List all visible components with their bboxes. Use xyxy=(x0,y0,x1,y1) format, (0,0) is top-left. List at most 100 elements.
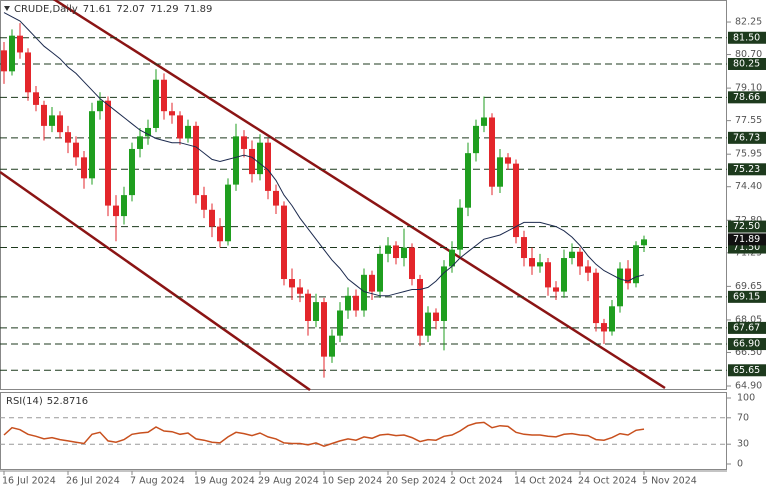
candle-body xyxy=(329,335,335,357)
header-low: 71.29 xyxy=(150,4,179,15)
candle-body xyxy=(281,205,287,280)
menu-arrow xyxy=(4,6,10,11)
candle-body xyxy=(265,142,271,191)
y-tick-label: 64.90 xyxy=(735,381,762,392)
candle-body xyxy=(257,142,263,175)
header-open: 71.61 xyxy=(83,4,112,15)
level-label: 80.25 xyxy=(733,58,760,69)
channel-lower xyxy=(0,170,311,392)
price-label: 71.89 xyxy=(733,234,760,245)
level-label-box xyxy=(728,131,766,144)
level-label: 75.23 xyxy=(733,164,760,175)
candle-body xyxy=(513,163,519,238)
rsi-line xyxy=(3,421,645,448)
candle-body xyxy=(105,100,111,206)
candle-body xyxy=(569,251,575,259)
candle-body xyxy=(497,157,503,187)
price-label-box xyxy=(728,233,766,246)
candle-body xyxy=(217,226,223,242)
rsi-name: RSI(14) xyxy=(6,396,43,407)
candle-body xyxy=(209,209,215,227)
candle-body xyxy=(289,279,295,288)
level-label-box xyxy=(728,57,766,70)
header-high: 72.07 xyxy=(116,4,145,15)
candle-body xyxy=(361,274,367,311)
candle-body xyxy=(129,148,135,196)
rsi-panel-frame xyxy=(0,392,727,470)
candle-body xyxy=(377,253,383,292)
candle-body xyxy=(473,125,479,154)
candle-body xyxy=(545,262,551,288)
y-tick-label: 77.55 xyxy=(735,115,762,126)
y-tick-label: 68.05 xyxy=(735,314,762,325)
x-tick-label: 14 Oct 2024 xyxy=(514,476,573,487)
level-label: 78.66 xyxy=(733,92,760,103)
x-tick-label: 29 Aug 2024 xyxy=(258,476,319,487)
level-label-box xyxy=(728,91,766,104)
candle-body xyxy=(393,245,399,259)
candle-body xyxy=(81,157,87,179)
y-tick-label: 72.80 xyxy=(735,215,762,226)
level-label: 66.90 xyxy=(733,339,760,350)
level-label: 67.67 xyxy=(733,322,760,333)
level-label-box xyxy=(728,364,766,377)
y-tick-label: 66.50 xyxy=(735,347,762,358)
y-tick-label: 75.95 xyxy=(735,149,762,160)
candle-body xyxy=(641,239,647,246)
level-label: 76.73 xyxy=(733,132,760,143)
channel-upper xyxy=(52,0,666,390)
candle-body xyxy=(65,132,71,143)
candle-body xyxy=(305,293,311,321)
candle-body xyxy=(609,306,615,332)
candle-body xyxy=(161,79,167,112)
level-label: 72.50 xyxy=(733,221,760,232)
price-panel-frame xyxy=(0,0,727,390)
candle-body xyxy=(9,35,15,72)
candle-body xyxy=(345,295,351,311)
rsi-current-value: 52.8716 xyxy=(47,396,88,407)
candle-body xyxy=(337,310,343,336)
candle-body xyxy=(137,136,143,149)
candle-body xyxy=(625,268,631,284)
level-label-box xyxy=(728,321,766,334)
x-tick-label: 2 Oct 2024 xyxy=(450,476,503,487)
candle-body xyxy=(121,195,127,217)
candle-body xyxy=(417,279,423,336)
candle-body xyxy=(273,190,279,206)
candle-body xyxy=(553,287,559,292)
x-tick-label: 7 Aug 2024 xyxy=(130,476,185,487)
candle-body xyxy=(41,104,47,126)
candle-body xyxy=(233,136,239,185)
candle-body xyxy=(33,92,39,105)
rsi-tick-label: 0 xyxy=(737,458,743,469)
candle-body xyxy=(385,245,391,254)
candle-body xyxy=(185,125,191,139)
level-label: 65.65 xyxy=(733,365,760,376)
header-close: 71.89 xyxy=(184,4,213,15)
x-tick-label: 26 Jul 2024 xyxy=(66,476,120,487)
candle-body xyxy=(25,52,31,93)
candle-body xyxy=(577,251,583,267)
candle-body xyxy=(481,117,487,126)
candle-body xyxy=(633,245,639,284)
y-tick-label: 74.40 xyxy=(735,181,762,192)
candle-body xyxy=(193,125,199,196)
x-tick-label: 19 Aug 2024 xyxy=(194,476,255,487)
x-tick-label: 24 Oct 2024 xyxy=(578,476,637,487)
x-tick-label: 16 Jul 2024 xyxy=(2,476,56,487)
moving-average xyxy=(3,12,645,297)
level-label: 69.15 xyxy=(733,291,760,302)
candle-body xyxy=(17,35,23,53)
y-tick-label: 82.25 xyxy=(735,17,762,28)
y-tick-label: 80.70 xyxy=(735,49,762,60)
candle-body xyxy=(201,195,207,210)
x-tick-label: 20 Sep 2024 xyxy=(386,476,446,487)
rsi-tick-label: 70 xyxy=(737,412,749,423)
candle-body xyxy=(433,312,439,321)
candle-body xyxy=(489,117,495,187)
level-label-box xyxy=(728,31,766,44)
candle-body xyxy=(249,148,255,175)
candle-body xyxy=(57,115,63,133)
candle-body xyxy=(457,207,463,250)
